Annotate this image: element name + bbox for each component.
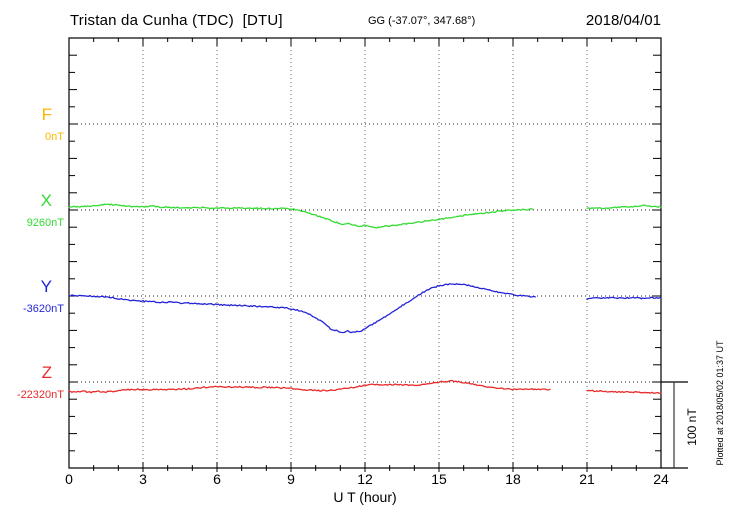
x-axis-title: U T (hour) — [333, 489, 397, 505]
x-axis-label-21: 21 — [579, 471, 595, 487]
plot-date: 2018/04/01 — [585, 12, 661, 29]
component-letter-y: Y — [40, 277, 52, 296]
trace-x — [68, 203, 534, 229]
x-axis-label-6: 6 — [213, 471, 221, 487]
component-baseline-value-x: 9260nT — [26, 217, 64, 229]
trace-x — [586, 204, 662, 210]
component-letter-z: Z — [41, 363, 52, 382]
trace-z — [68, 379, 551, 394]
component-letter-x: X — [40, 191, 52, 210]
x-axis-label-3: 3 — [139, 471, 147, 487]
component-baseline-value-z: -22320nT — [16, 389, 64, 401]
station-coordinates: GG (-37.07°, 347.68°) — [368, 15, 476, 27]
plotted-timestamp-note: Plotted at 2018/05/02 01:37 UT — [715, 340, 725, 466]
component-baseline-value-f: 0nT — [45, 131, 64, 143]
x-axis-label-18: 18 — [505, 471, 521, 487]
x-axis-label-0: 0 — [65, 471, 73, 487]
x-axis-label-12: 12 — [357, 471, 373, 487]
scale-bar-label: 100 nT — [685, 408, 699, 446]
component-baseline-value-y: -3620nT — [23, 303, 64, 315]
x-axis-label-15: 15 — [431, 471, 447, 487]
trace-y — [586, 296, 662, 300]
component-letter-f: F — [41, 105, 52, 124]
x-axis-label-9: 9 — [287, 471, 295, 487]
trace-z — [586, 389, 662, 395]
x-axis-label-24: 24 — [653, 471, 669, 487]
trace-y — [68, 283, 536, 334]
plot-frame — [68, 37, 662, 469]
page-title: Tristan da Cunha (TDC) [DTU] — [70, 12, 283, 29]
